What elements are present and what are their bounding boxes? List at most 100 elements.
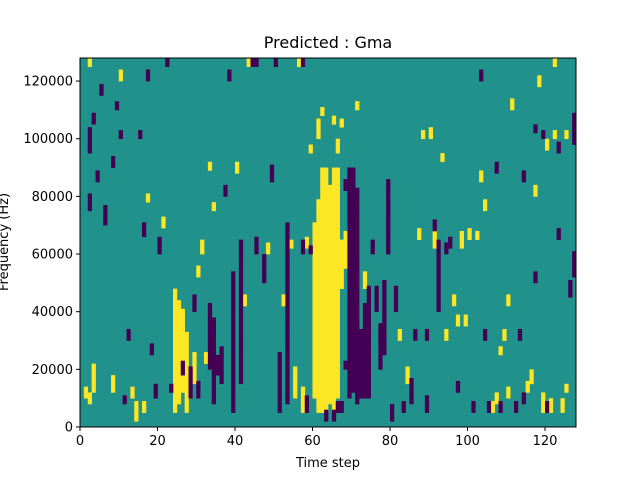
heatmap-cell bbox=[444, 337, 449, 341]
heatmap-cell bbox=[436, 254, 441, 258]
heatmap-cell bbox=[165, 60, 170, 65]
heatmap-cell bbox=[359, 334, 364, 338]
heatmap-cell bbox=[382, 352, 387, 356]
heatmap-cell bbox=[176, 395, 182, 399]
heatmap-cell bbox=[331, 395, 337, 399]
heatmap-cell bbox=[196, 395, 201, 399]
heatmap-cell bbox=[91, 375, 96, 379]
heatmap-cell bbox=[382, 300, 387, 304]
heatmap-cell bbox=[328, 187, 333, 191]
heatmap-cell bbox=[331, 256, 337, 261]
heatmap-cell bbox=[452, 300, 457, 304]
heatmap-cell bbox=[207, 305, 213, 310]
heatmap-cell bbox=[293, 369, 298, 373]
heatmap-cell bbox=[331, 187, 337, 191]
heatmap-cell bbox=[231, 372, 236, 376]
heatmap-cell bbox=[335, 340, 340, 344]
heatmap-cell bbox=[184, 343, 189, 347]
heatmap-cell bbox=[285, 245, 290, 249]
heatmap-cell bbox=[335, 144, 340, 148]
heatmap-cell bbox=[87, 199, 92, 203]
heatmap-cell bbox=[355, 190, 360, 194]
heatmap-cell bbox=[521, 179, 526, 183]
heatmap-cell bbox=[87, 150, 92, 154]
heatmap-cell bbox=[533, 274, 538, 278]
heatmap-cell bbox=[320, 383, 325, 387]
heatmap-cell bbox=[548, 409, 554, 413]
heatmap-cell bbox=[173, 305, 178, 310]
heatmap-cell bbox=[316, 354, 321, 359]
heatmap-cell bbox=[366, 326, 371, 330]
heatmap-cell bbox=[126, 337, 131, 341]
heatmap-cell bbox=[521, 392, 526, 396]
heatmap-cell bbox=[238, 372, 244, 376]
heatmap-cell bbox=[204, 360, 209, 364]
heatmap-cell bbox=[339, 285, 344, 289]
heatmap-cell bbox=[238, 337, 244, 341]
heatmap-cell bbox=[211, 375, 216, 379]
heatmap-cell bbox=[180, 328, 185, 333]
heatmap-cell bbox=[351, 291, 356, 295]
heatmap-cell bbox=[87, 144, 92, 148]
heatmap-cell bbox=[200, 242, 205, 246]
heatmap-cell bbox=[424, 331, 430, 336]
heatmap-cell bbox=[355, 274, 360, 278]
heatmap-cell bbox=[312, 317, 317, 321]
heatmap-cell bbox=[114, 104, 120, 108]
heatmap-cell bbox=[471, 406, 476, 411]
heatmap-cell bbox=[153, 395, 158, 399]
heatmap-cell bbox=[339, 274, 344, 278]
heatmap-cell bbox=[335, 401, 340, 405]
heatmap-cell bbox=[328, 305, 333, 310]
heatmap-cell bbox=[324, 184, 329, 189]
heatmap-cell bbox=[138, 130, 143, 134]
heatmap-cell bbox=[320, 369, 325, 373]
heatmap-cell bbox=[502, 331, 507, 336]
heatmap-cell bbox=[320, 392, 325, 396]
heatmap-cell bbox=[335, 279, 340, 284]
heatmap-cell bbox=[192, 380, 197, 385]
heatmap-cell bbox=[343, 363, 348, 367]
heatmap-cell bbox=[331, 274, 337, 278]
heatmap-cell bbox=[176, 305, 182, 310]
heatmap-cell bbox=[312, 256, 317, 261]
heatmap-cell bbox=[347, 248, 352, 252]
heatmap-cell bbox=[362, 352, 368, 356]
heatmap-cell bbox=[378, 343, 383, 347]
heatmap-cell bbox=[285, 314, 290, 318]
heatmap-cell bbox=[572, 265, 577, 269]
heatmap-cell bbox=[328, 363, 333, 367]
heatmap-cell bbox=[366, 372, 371, 376]
heatmap-cell bbox=[397, 337, 402, 341]
heatmap-cell bbox=[285, 297, 290, 301]
heatmap-cell bbox=[339, 118, 344, 122]
heatmap-cell bbox=[316, 248, 321, 252]
heatmap-cell bbox=[316, 389, 321, 393]
heatmap-cell bbox=[285, 317, 290, 321]
heatmap-cell bbox=[452, 297, 457, 301]
heatmap-cell bbox=[347, 308, 352, 313]
heatmap-cell bbox=[192, 305, 197, 310]
heatmap-cell bbox=[180, 343, 185, 347]
heatmap-cell bbox=[324, 294, 329, 298]
heatmap-cell bbox=[331, 228, 337, 232]
heatmap-cell bbox=[231, 357, 236, 362]
heatmap-cell bbox=[122, 401, 127, 405]
heatmap-cell bbox=[184, 366, 189, 370]
heatmap-cell bbox=[324, 176, 329, 180]
heatmap-cell bbox=[316, 317, 321, 321]
heatmap-cell bbox=[211, 205, 216, 209]
heatmap-cell bbox=[355, 369, 360, 373]
heatmap-cell bbox=[235, 164, 240, 168]
heatmap-cell bbox=[436, 297, 441, 301]
heatmap-cell bbox=[382, 308, 387, 313]
heatmap-cell bbox=[328, 326, 333, 330]
heatmap-cell bbox=[366, 343, 371, 347]
heatmap-cell bbox=[355, 326, 360, 330]
heatmap-cell bbox=[347, 323, 352, 327]
heatmap-cell bbox=[347, 285, 352, 289]
heatmap-cell bbox=[347, 343, 352, 347]
heatmap-cell bbox=[320, 380, 325, 385]
heatmap-cell bbox=[521, 170, 526, 174]
heatmap-cell bbox=[498, 352, 503, 356]
